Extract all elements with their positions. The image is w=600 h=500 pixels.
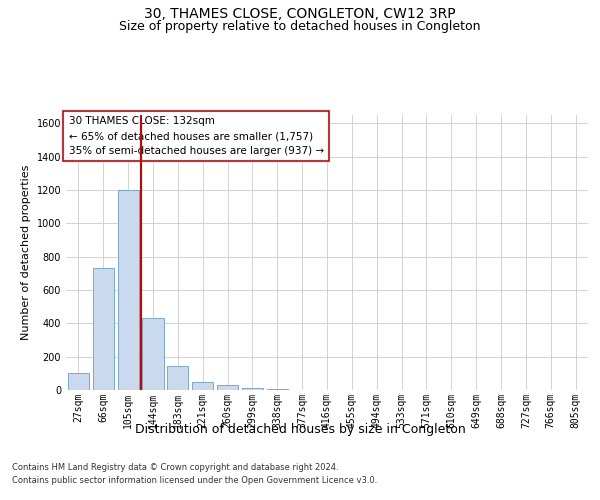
- Bar: [68, 372, 89, 390]
- Text: 30 THAMES CLOSE: 132sqm
← 65% of detached houses are smaller (1,757)
35% of semi: 30 THAMES CLOSE: 132sqm ← 65% of detache…: [68, 116, 324, 156]
- Text: Size of property relative to detached houses in Congleton: Size of property relative to detached ho…: [119, 20, 481, 33]
- Bar: [167, 366, 188, 390]
- Bar: [217, 385, 238, 390]
- Text: Distribution of detached houses by size in Congleton: Distribution of detached houses by size …: [134, 422, 466, 436]
- Bar: [242, 388, 263, 390]
- Bar: [192, 382, 213, 390]
- Text: 30, THAMES CLOSE, CONGLETON, CW12 3RP: 30, THAMES CLOSE, CONGLETON, CW12 3RP: [144, 8, 456, 22]
- Bar: [142, 318, 164, 390]
- Text: Contains public sector information licensed under the Open Government Licence v3: Contains public sector information licen…: [12, 476, 377, 485]
- Bar: [93, 268, 114, 390]
- Y-axis label: Number of detached properties: Number of detached properties: [21, 165, 31, 340]
- Bar: [118, 190, 139, 390]
- Bar: [267, 389, 288, 390]
- Text: Contains HM Land Registry data © Crown copyright and database right 2024.: Contains HM Land Registry data © Crown c…: [12, 462, 338, 471]
